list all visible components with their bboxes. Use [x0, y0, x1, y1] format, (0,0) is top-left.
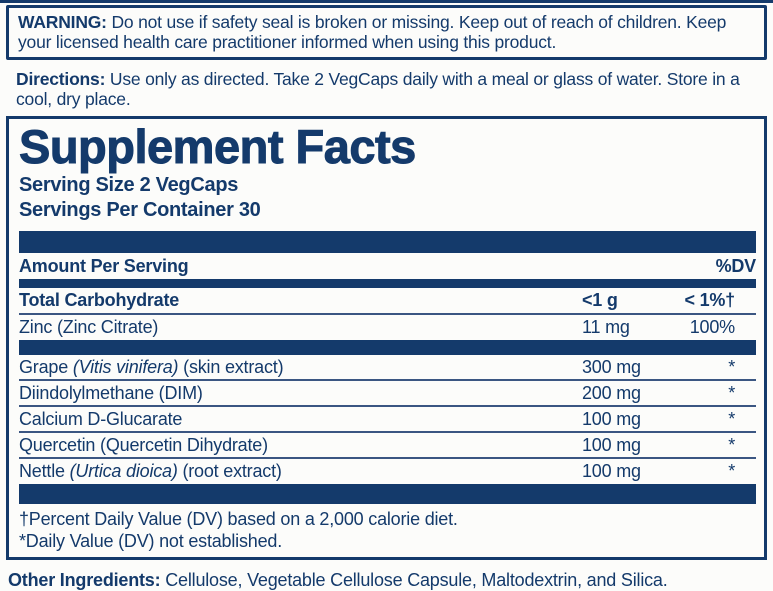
ingredient-name: Calcium D-Glucarate	[19, 408, 183, 429]
ingredient-dv: *	[728, 460, 735, 481]
servings-per-container-line: Servings Per Container 30	[19, 199, 261, 221]
ingredient-name: Grape (Vitis vinifera) (skin extract)	[19, 356, 284, 377]
ingredient-row-grape: Grape (Vitis vinifera) (skin extract) 30…	[19, 355, 756, 379]
amount-per-serving-header: Amount Per Serving	[19, 255, 189, 276]
nutrient-name: Total Carbohydrate	[19, 290, 180, 310]
divider-bar-top	[19, 231, 756, 253]
other-ingredients: Other Ingredients: Cellulose, Vegetable …	[8, 570, 767, 591]
directions: Directions: Use only as directed. Take 2…	[16, 69, 767, 109]
ingredient-row-nettle: Nettle (Urtica dioica) (root extract) 10…	[19, 457, 756, 483]
ingredient-row-calcium-d-glucarate: Calcium D-Glucarate 100 mg *	[19, 405, 756, 431]
ingredient-row-quercetin: Quercetin (Quercetin Dihydrate) 100 mg *	[19, 431, 756, 457]
warning-label: WARNING:	[18, 12, 107, 32]
dv-header: %DV	[715, 255, 757, 276]
directions-text: Use only as directed. Take 2 VegCaps dai…	[16, 69, 740, 109]
ingredient-amount: 100 mg	[582, 434, 641, 455]
nutrient-row-total-carbohydrate: Total Carbohydrate <1 g < 1%†	[19, 288, 756, 313]
ingredient-amount: 100 mg	[582, 460, 641, 481]
footnotes: †Percent Daily Value (DV) based on a 2,0…	[19, 504, 756, 552]
ingredient-amount: 200 mg	[582, 382, 641, 403]
ingredient-dv: *	[728, 434, 735, 455]
ingredient-dv: *	[728, 408, 735, 429]
nutrient-row-zinc: Zinc (Zinc Citrate) 11 mg 100%	[19, 313, 756, 340]
warning-text: Do not use if safety seal is broken or m…	[18, 12, 727, 52]
nutrient-amount: <1 g	[582, 290, 618, 310]
panel-title: Supplement Facts	[19, 120, 417, 173]
nutrient-dv: 100%	[689, 317, 735, 337]
directions-label: Directions:	[16, 69, 106, 89]
ingredient-name: Quercetin (Quercetin Dihydrate)	[19, 434, 268, 455]
nutrient-dv: < 1%†	[684, 290, 735, 310]
ingredient-row-dim: Diindolylmethane (DIM) 200 mg *	[19, 379, 756, 405]
divider-bar-header	[19, 279, 756, 288]
serving-info: Serving Size 2 VegCaps Servings Per Cont…	[19, 173, 756, 223]
other-ingredients-label: Other Ingredients:	[8, 570, 161, 590]
table-header-row: Amount Per Serving %DV	[19, 253, 756, 279]
supplement-facts-panel: Supplement Facts Serving Size 2 VegCaps …	[6, 116, 767, 560]
top-edge-rule	[0, 0, 773, 3]
divider-bar-middle	[19, 340, 756, 355]
serving-size-line: Serving Size 2 VegCaps	[19, 174, 239, 196]
ingredient-dv: *	[728, 356, 735, 377]
ingredient-name: Diindolylmethane (DIM)	[19, 382, 203, 403]
ingredient-name: Nettle (Urtica dioica) (root extract)	[19, 460, 282, 481]
footnote-dv: †Percent Daily Value (DV) based on a 2,0…	[19, 509, 458, 529]
warning-box: WARNING: Do not use if safety seal is br…	[6, 5, 767, 60]
ingredient-dv: *	[728, 382, 735, 403]
nutrient-name: Zinc (Zinc Citrate)	[19, 317, 159, 337]
nutrient-amount: 11 mg	[582, 317, 630, 337]
divider-bar-bottom	[19, 484, 756, 504]
other-ingredients-text: Cellulose, Vegetable Cellulose Capsule, …	[165, 570, 668, 590]
ingredient-amount: 300 mg	[582, 356, 641, 377]
footnote-not-established: *Daily Value (DV) not established.	[19, 531, 282, 551]
ingredient-amount: 100 mg	[582, 408, 641, 429]
